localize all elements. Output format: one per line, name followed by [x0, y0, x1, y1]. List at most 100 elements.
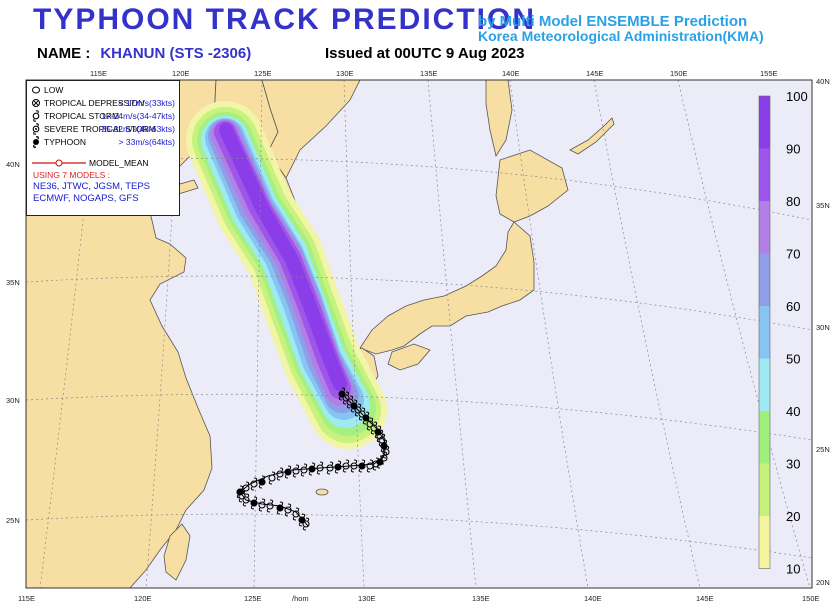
legend-label: SEVERE TROPICAL STORM	[44, 124, 156, 134]
legend-value: 25-32m/s(48-63kts)	[101, 124, 175, 134]
track-marker	[366, 417, 374, 431]
legend-value: < 17m/s(33kts)	[118, 98, 175, 108]
lon-top-label: 150E	[670, 69, 688, 78]
legend-row-tropical-storm: TROPICAL STORM 17-24m/s(34-47kts)	[27, 110, 179, 122]
land-sakhalin	[485, 80, 513, 158]
severe-tropical-storm-icon	[32, 123, 40, 135]
typhoon-icon	[33, 136, 39, 148]
chart-title: TYPHOON TRACK PREDICTION	[33, 3, 537, 36]
lon-top-label: 155E	[760, 69, 778, 78]
track-marker	[372, 457, 380, 471]
track-marker	[302, 517, 310, 531]
track-marker	[258, 498, 266, 512]
legend-value: 17-24m/s(34-47kts)	[101, 111, 175, 121]
colorbar-border	[758, 95, 771, 569]
legend-models-line2: ECMWF, NOGAPS, GFS	[33, 193, 139, 204]
meridian-145e	[593, 80, 701, 588]
tropical-depression-icon	[32, 99, 40, 107]
colorbar-segment	[759, 148, 770, 201]
colorbar-segment	[759, 96, 770, 149]
track-marker	[342, 459, 350, 473]
legend-row-severe-tropical-storm: SEVERE TROPICAL STORM 25-32m/s(48-63kts)	[27, 123, 179, 135]
track-marker	[276, 467, 284, 481]
legend-models-line1: NE36, JTWC, JGSM, TEPS	[33, 181, 151, 192]
parallel-40n	[26, 158, 812, 221]
track-marker	[250, 496, 258, 510]
colorbar-label: 60	[786, 299, 800, 314]
lat-left-label: 35N	[6, 278, 20, 287]
track-marker	[316, 461, 324, 475]
lat-left-label: 25N	[6, 516, 20, 525]
legend-mean-label: MODEL_MEAN	[89, 158, 149, 168]
track-marker	[334, 460, 342, 474]
tropical-storm-icon	[32, 110, 40, 122]
lon-top-label: 120E	[172, 69, 190, 78]
lat-right-label: 40N	[816, 77, 830, 86]
colorbar-segment	[759, 253, 770, 306]
track-marker	[242, 493, 250, 507]
track-marker	[284, 465, 292, 479]
parallel-35n	[26, 275, 812, 331]
track-marker	[268, 471, 276, 485]
storm-name-line: NAME : KHANUN (STS -2306)	[37, 45, 251, 62]
colorbar-label: 20	[786, 509, 800, 524]
strike-probability-swath	[186, 101, 387, 449]
lon-bottom-label: 120E	[134, 594, 152, 603]
legend-label: LOW	[44, 85, 64, 95]
lon-bottom-label: 140E	[584, 594, 602, 603]
map-frame	[25, 79, 813, 589]
colorbar-segment	[759, 463, 770, 516]
track-marker	[354, 403, 362, 417]
low-icon	[32, 86, 40, 94]
lat-right-label: 30N	[816, 323, 830, 332]
meridian-115e	[39, 80, 99, 588]
legend-label: TYPHOON	[44, 137, 87, 147]
issued-time: Issued at 00UTC 9 Aug 2023	[325, 45, 525, 62]
lon-bottom-label: 125E	[244, 594, 262, 603]
legend-row-tropical-depression: TROPICAL DEPRESSION < 17m/s(33kts)	[27, 97, 179, 109]
graticule	[26, 80, 812, 588]
colorbar-label: 40	[786, 404, 800, 419]
lon-top-label: 115E	[90, 69, 107, 78]
lat-left-label: 30N	[6, 396, 20, 405]
track-marker	[346, 395, 354, 409]
lon-top-label: 140E	[502, 69, 520, 78]
track-marker	[238, 489, 246, 503]
colorbar-label: 100	[786, 89, 808, 104]
colorbar-label: 80	[786, 194, 800, 209]
lon-bottom-label: 115E	[18, 594, 35, 603]
lon-bottom-label: 130E	[358, 594, 376, 603]
track-marker	[276, 501, 284, 515]
legend-label: TROPICAL STORM	[44, 111, 120, 121]
track-marker	[358, 407, 366, 421]
legend-value: > 33m/s(64kts)	[118, 137, 175, 147]
lon-top-label: 125E	[254, 69, 272, 78]
legend-row-low: LOW	[27, 84, 179, 96]
track-marker	[358, 459, 366, 473]
track-marker	[300, 463, 308, 477]
land-kuril	[569, 117, 615, 155]
lat-left-label: 40N	[6, 160, 20, 169]
storm-name: KHANUN (STS -2306)	[100, 45, 252, 62]
track-marker	[266, 499, 274, 513]
track-marker	[362, 411, 370, 425]
legend-models-heading: USING 7 MODELS :	[33, 170, 110, 180]
lat-right-label: 25N	[816, 445, 830, 454]
lat-right-label: 20N	[816, 578, 830, 587]
probability-band-90	[219, 123, 347, 391]
track-marker	[350, 459, 358, 473]
subtitle-ensemble: by Multi Model ENSEMBLE Prediction	[478, 13, 748, 30]
subtitle-agency: Korea Meteorological Administration(KMA)	[478, 28, 764, 44]
track-marker	[284, 503, 292, 517]
model-mean-line-icon	[32, 159, 86, 167]
colorbar-label: 90	[786, 142, 800, 157]
lon-top-label: 145E	[586, 69, 604, 78]
name-label: NAME :	[37, 45, 91, 62]
meridian-150e	[677, 80, 811, 588]
legend-label: TROPICAL DEPRESSION	[44, 98, 145, 108]
colorbar-segment	[759, 516, 770, 569]
land-hokkaido	[495, 149, 569, 223]
lon-top-label: 135E	[420, 69, 438, 78]
track-marker	[258, 475, 266, 489]
